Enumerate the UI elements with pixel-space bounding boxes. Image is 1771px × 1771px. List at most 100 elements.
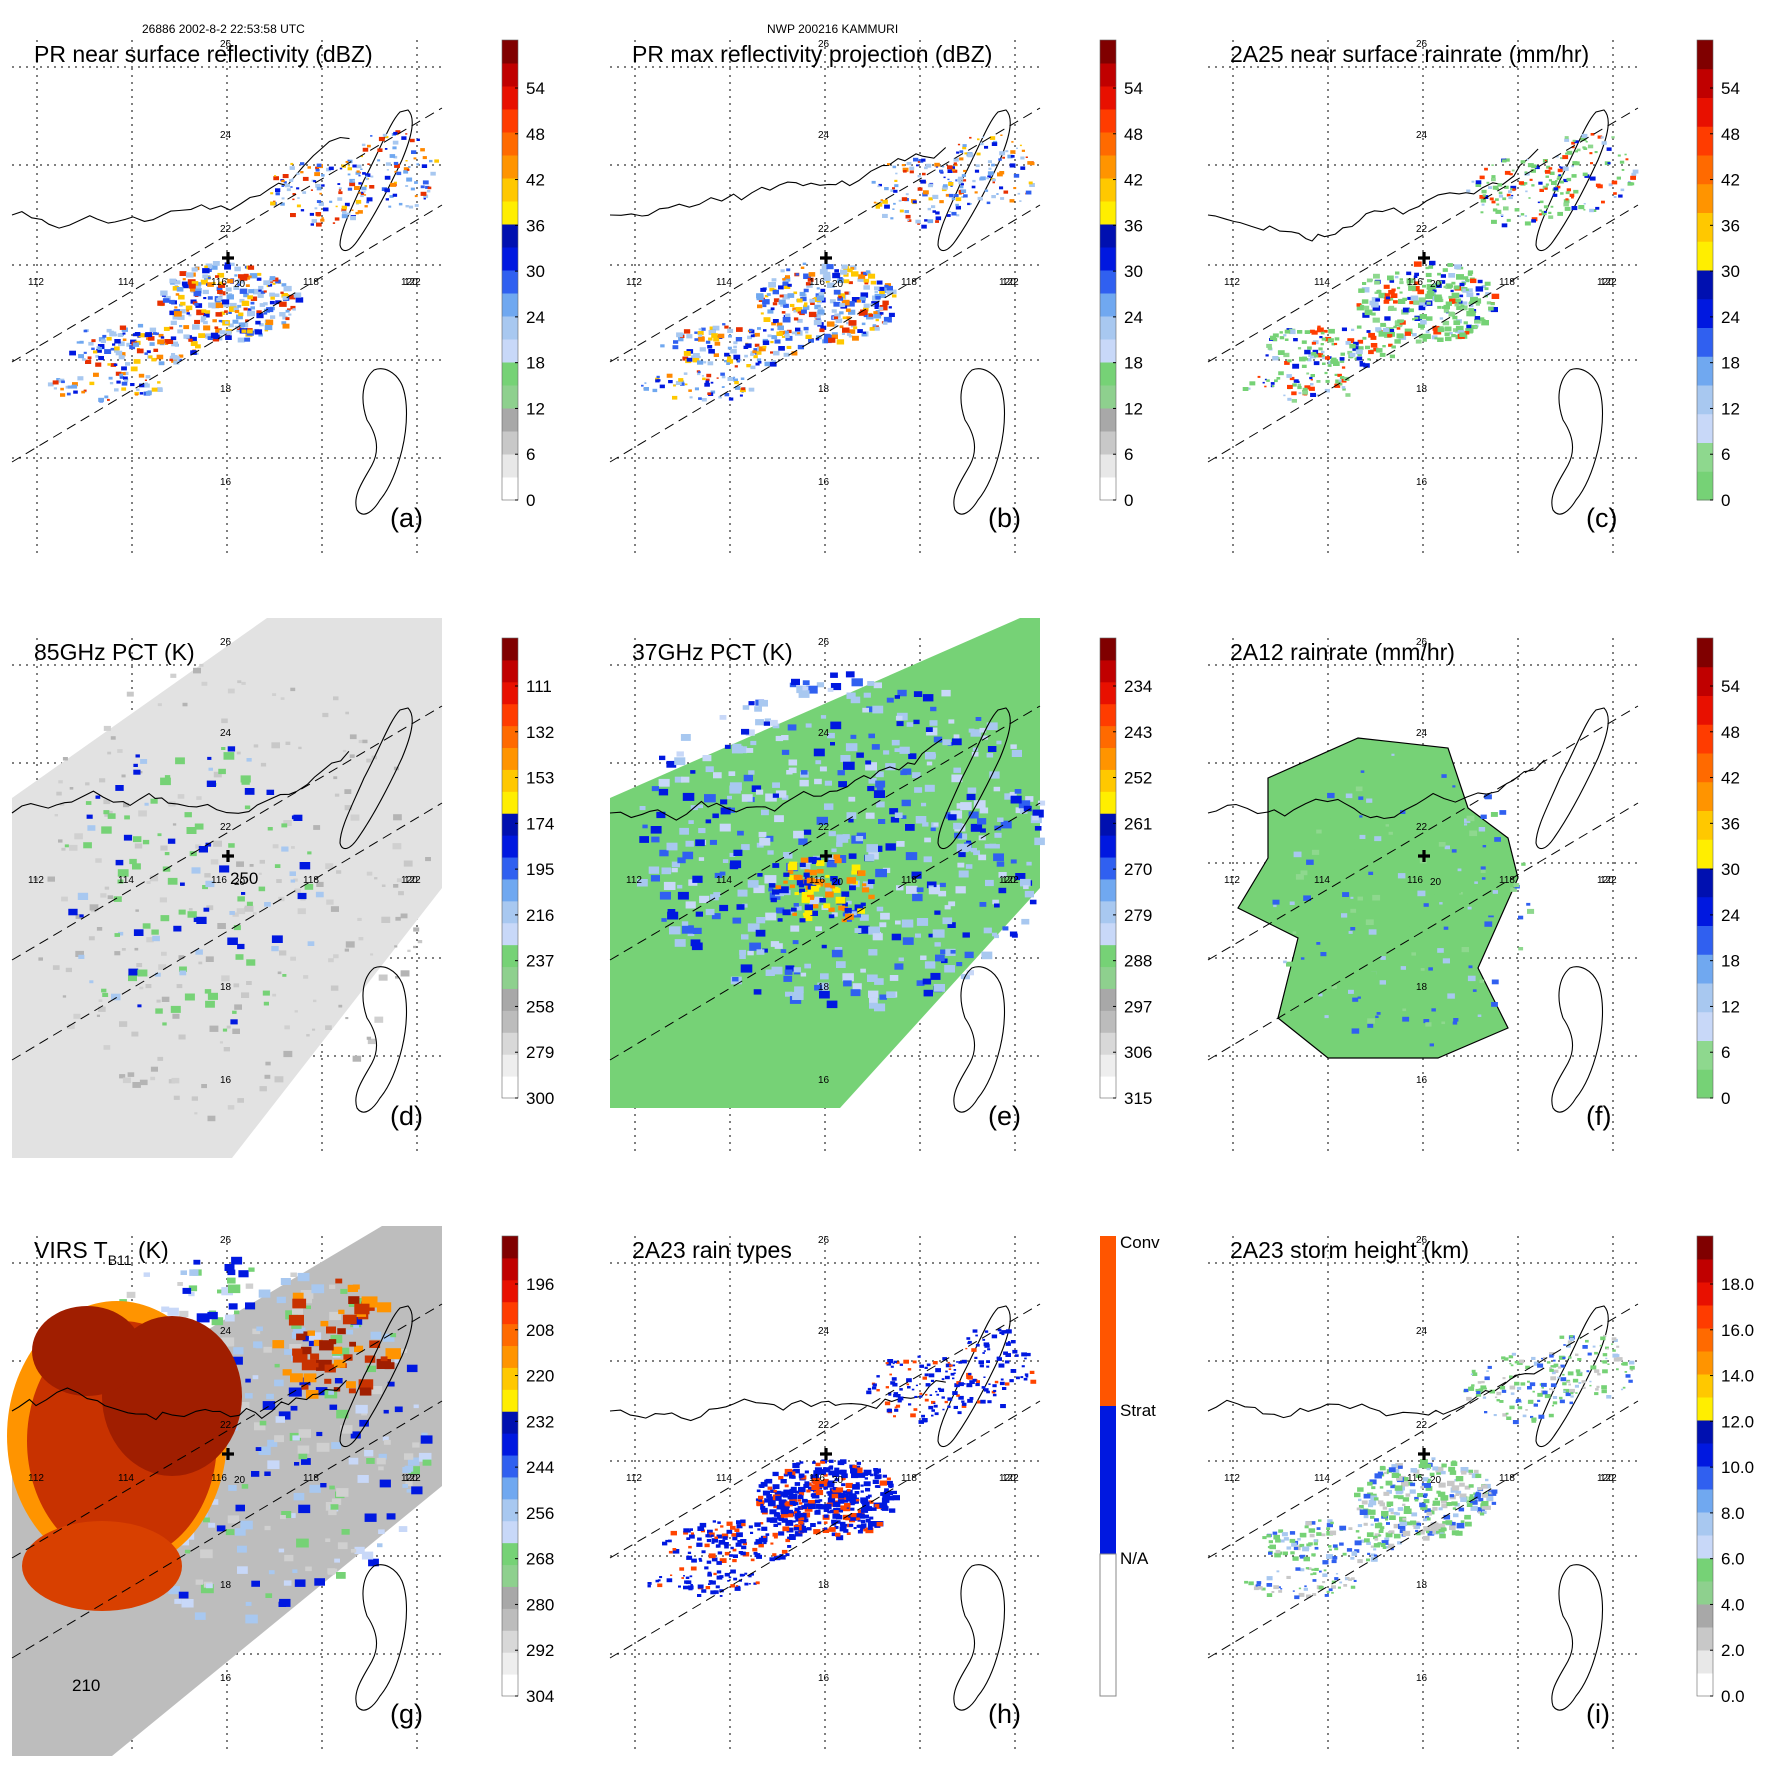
lon-tick-label: 122 — [404, 875, 421, 886]
lon-tick-label: 112 — [1224, 875, 1240, 886]
swath-precip-cell — [1589, 208, 1594, 213]
pct37-cell — [824, 803, 834, 810]
pct-texture-cell — [297, 908, 306, 915]
swath-precip-cell — [1418, 1464, 1425, 1469]
swath-precip-cell — [849, 1515, 857, 1521]
swath-precip-cell — [672, 395, 678, 400]
swath-precip-cell — [779, 1500, 788, 1506]
swath-precip-cell — [1334, 383, 1341, 388]
colorbar-segment — [502, 703, 518, 727]
rain-cell — [1349, 765, 1356, 771]
swath-precip-cell — [186, 309, 190, 312]
pct37-cell — [765, 793, 777, 802]
swath-precip-cell — [795, 307, 803, 312]
pct-texture-cell — [313, 999, 317, 1003]
pct37-cell — [872, 705, 884, 714]
swath-precip-cell — [1333, 361, 1340, 366]
virs-cell — [225, 1529, 235, 1536]
swath-precip-cell — [1349, 343, 1356, 349]
swath-precip-cell — [256, 310, 262, 314]
swath-precip-cell — [815, 1490, 824, 1496]
swath-precip-cell — [864, 1477, 868, 1480]
swath-precip-cell — [170, 320, 177, 325]
swath-precip-cell — [1475, 286, 1484, 292]
pct37-cell — [1021, 918, 1030, 925]
rain-cell — [1423, 1019, 1430, 1024]
pct37-cell — [697, 804, 703, 809]
swath-precip-cell — [1298, 392, 1302, 395]
swath-precip-cell — [760, 287, 766, 292]
rain-cell — [1491, 1002, 1498, 1007]
pct-texture-cell — [232, 912, 239, 917]
colorbar-tick-label: N/A — [1120, 1549, 1149, 1568]
pct37-cell — [883, 750, 890, 755]
pct-texture-cell — [413, 945, 417, 949]
swath-precip-cell — [178, 294, 185, 300]
swath-precip-cell — [898, 1400, 901, 1403]
swath-precip-cell — [899, 1363, 903, 1366]
colorbar-segment — [1100, 835, 1116, 858]
swath-precip-cell — [705, 340, 711, 344]
swath-precip-cell — [794, 1531, 803, 1537]
swath-precip-cell — [1284, 361, 1290, 365]
swath-precip-cell — [773, 350, 780, 356]
swath-precip-cell — [1411, 333, 1417, 337]
virs-cell — [284, 1349, 293, 1355]
swath-precip-cell — [907, 219, 910, 222]
swath-precip-cell — [1337, 373, 1342, 377]
swath-precip-cell — [135, 393, 139, 396]
swath-precip-cell — [1297, 330, 1303, 334]
pct-cell — [194, 823, 204, 830]
swath-precip-cell — [1469, 1494, 1474, 1497]
swath-precip-cell — [841, 264, 848, 269]
virs-cell — [350, 1431, 361, 1439]
swath-precip-cell — [722, 1536, 728, 1540]
swath-precip-cell — [1382, 345, 1386, 348]
swath-precip-cell — [832, 1513, 840, 1519]
swath-precip-cell — [831, 1532, 837, 1537]
pct37-cell — [688, 820, 694, 824]
swath-precip-cell — [91, 347, 95, 350]
swath-precip-cell — [876, 280, 883, 285]
pct-texture-cell — [110, 736, 116, 740]
pct37-cell — [998, 887, 1007, 894]
swath-precip-cell — [963, 169, 967, 173]
rain-cell — [1376, 1012, 1381, 1015]
swath-precip-cell — [1321, 350, 1325, 354]
pct37-cell — [851, 678, 863, 687]
swath-precip-cell — [697, 360, 704, 365]
swath-precip-cell — [93, 350, 98, 354]
pct-texture-cell — [205, 956, 214, 962]
swath-precip-cell — [819, 268, 828, 275]
colorbar-segment — [502, 638, 518, 661]
pct-texture-cell — [276, 879, 282, 883]
swath-precip-cell — [114, 346, 120, 351]
swath-precip-cell — [1427, 1531, 1434, 1536]
pct37-cell — [928, 887, 940, 895]
swath-precip-cell — [886, 1408, 892, 1413]
swath-precip-cell — [205, 263, 213, 269]
colorbar-segment — [1100, 638, 1116, 661]
rain-cell — [1484, 921, 1493, 927]
colorbar-segment — [502, 1498, 518, 1522]
swath-precip-cell — [1450, 1461, 1458, 1466]
pct37-cell — [850, 734, 857, 739]
swath-precip-cell — [854, 1491, 860, 1495]
pct37-cell — [816, 682, 825, 688]
swath-precip-cell — [191, 281, 199, 286]
swath-precip-cell — [739, 1573, 744, 1577]
swath-precip-cell — [1559, 174, 1563, 177]
swath-precip-cell — [193, 283, 202, 289]
swath-precip-cell — [890, 217, 894, 220]
swath-precip-cell — [1372, 305, 1381, 311]
swath-precip-cell — [1028, 181, 1033, 185]
pct-texture-cell — [293, 878, 298, 882]
swath-precip-cell — [785, 275, 790, 279]
pct37-cell — [650, 826, 662, 834]
virs-cell — [161, 1306, 170, 1313]
swath-precip-cell — [1423, 304, 1427, 307]
swath-precip-cell — [385, 162, 391, 166]
swath-precip-cell — [834, 1470, 840, 1474]
swath-precip-cell — [248, 275, 252, 278]
pct37-cell — [889, 808, 899, 815]
